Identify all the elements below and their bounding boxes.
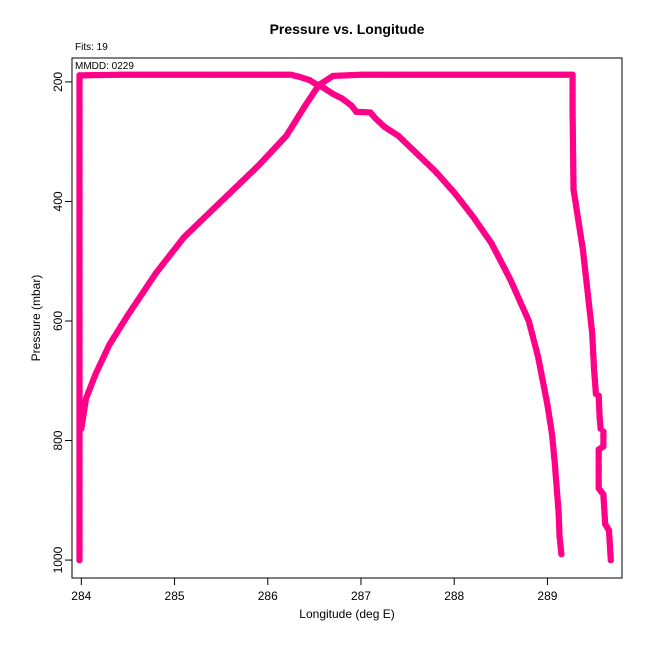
y-axis: 200 400 600 800 1000 [51,72,72,573]
x-axis: 284 285 286 287 288 289 [71,578,558,603]
x-tick-label: 285 [165,589,185,603]
y-tick-label: 1000 [51,546,65,573]
data-points [76,71,614,564]
fits-annotation: Fits: 19 [75,42,108,53]
x-axis-label: Longitude (deg E) [299,607,394,621]
y-tick-label: 200 [51,72,65,92]
x-tick-label: 287 [351,589,371,603]
plot-frame [71,57,623,579]
data-point [558,550,565,558]
chart-title: Pressure vs. Longitude [270,21,425,37]
y-tick-label: 600 [51,311,65,331]
x-tick-label: 286 [258,589,278,603]
x-tick-label: 284 [71,589,91,603]
data-point [607,556,614,564]
x-tick-label: 288 [444,589,464,603]
y-tick-label: 400 [51,191,65,211]
x-tick-label: 289 [537,589,557,603]
mmdd-annotation: MMDD: 0229 [75,61,134,72]
y-tick-label: 800 [51,430,65,450]
y-axis-label: Pressure (mbar) [29,275,43,362]
